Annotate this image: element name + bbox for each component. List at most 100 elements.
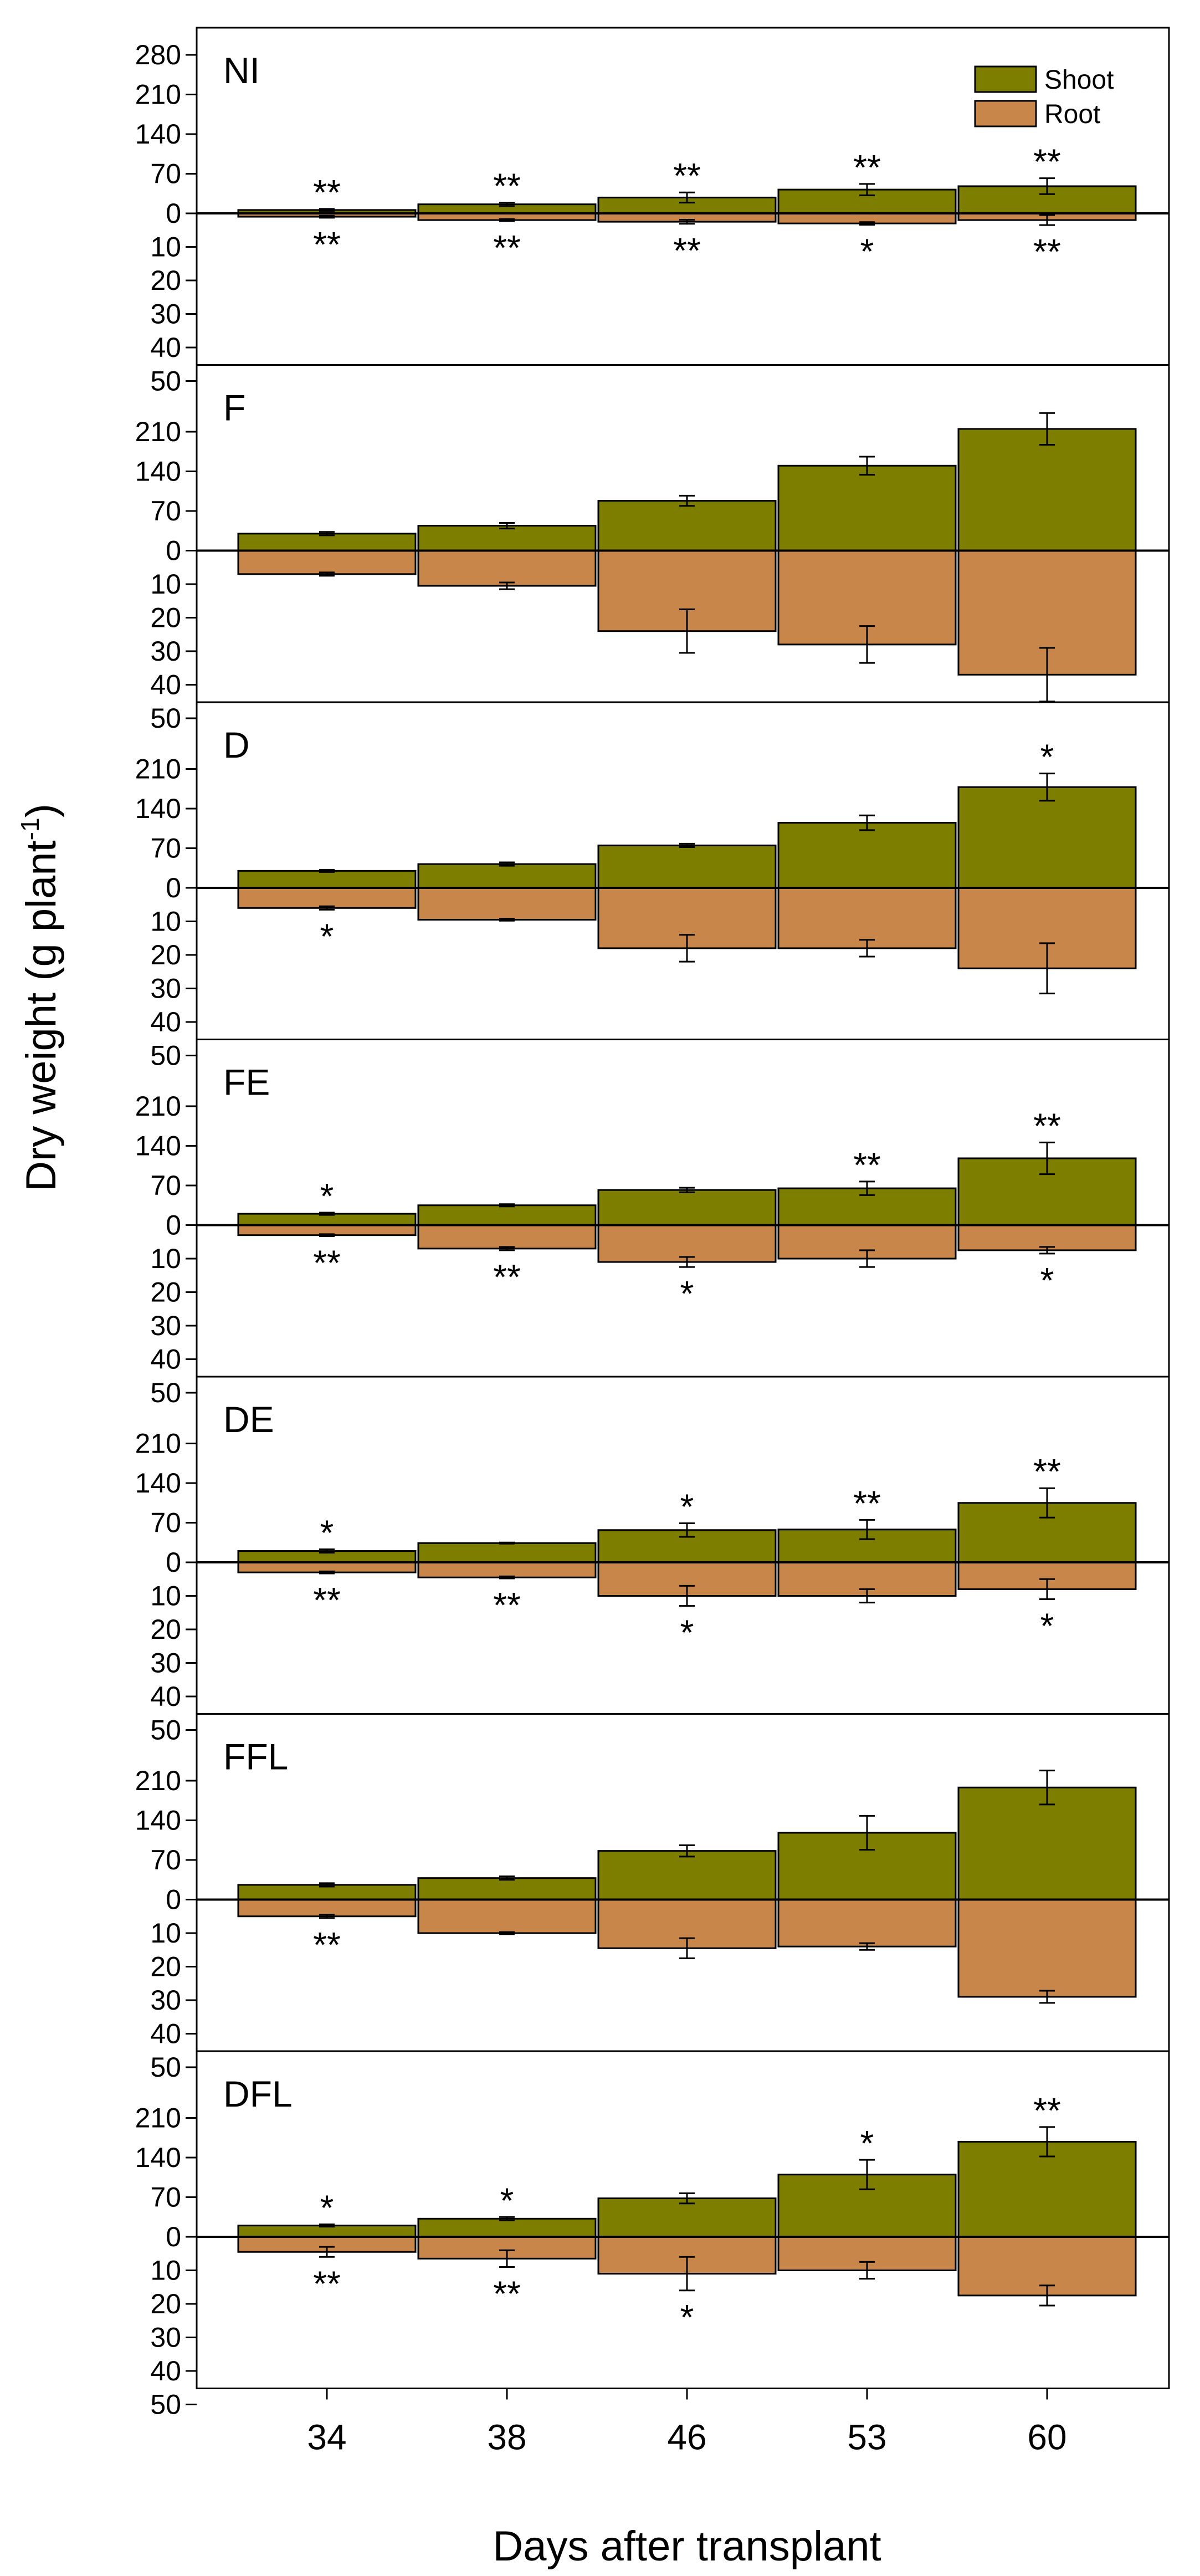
panel-de-ytick-label-shoot: 70 [150,1507,181,1539]
panel-f-ytick-label-shoot: 70 [150,495,181,527]
panel-dfl-ytick-label-shoot: 70 [150,2182,181,2213]
panel-de-ytick-label-root: 40 [150,1681,181,1712]
panel-fe-shoot-significance: * [320,1176,334,1216]
panel-f-ytick-label-root: 50 [150,703,181,734]
panel-d-ytick-label-root: 30 [150,973,181,1004]
panel-d-shoot-bar [777,822,957,889]
panel-dfl-ytick-label-root: 50 [150,2389,181,2420]
panel-fe-label: FE [223,1062,270,1103]
panel-fe-root-significance: ** [313,1243,341,1282]
panel-ni-label: NI [223,50,260,91]
panel-d-ytick-label-root: 10 [150,906,181,937]
legend-label-shoot: Shoot [1044,65,1114,95]
panel-d-ytick-label-shoot: 70 [150,833,181,864]
y-axis-title-superscript: -1 [16,817,44,840]
panel-d-ytick-label-root: 20 [150,939,181,970]
panel-de-shoot-significance: * [320,1513,334,1553]
panel-dfl-ytick-label-root: 30 [150,2322,181,2353]
panel-dfl-frame [196,2050,1170,2389]
y-axis-title: Dry weight (g plant-1) [16,804,65,1192]
panel-d-shoot-significance: * [1040,737,1054,777]
panel-ni-ytick-label-root: 30 [150,299,181,330]
panel-de-shoot-significance: ** [853,1483,881,1523]
panel-d-root-bar [237,887,417,909]
panel-f-shoot-bar [597,500,777,551]
panel-fe-ytick-label-root: 20 [150,1277,181,1308]
y-axis-title-close: ) [18,804,65,817]
panel-fe-root-significance: * [680,1274,694,1313]
panel-f-root-bar [237,550,417,575]
panel-de-label: DE [223,1399,274,1440]
legend-swatch-shoot [974,65,1037,93]
panel-d-ytick-label-shoot: 0 [166,872,181,903]
panel-ni-ytick-label-shoot: 140 [135,119,181,150]
panel-f-ytick-label-root: 40 [150,669,181,701]
panel-ni-root-significance: ** [313,224,341,264]
panel-ni-ytick-label-shoot: 210 [135,79,181,110]
panel-dfl-ytick-label-root: 10 [150,2255,181,2286]
panel-fe-ytick-label-root: 40 [150,1344,181,1375]
panel-de-root-significance: ** [313,1580,341,1620]
panel-dfl-shoot-bar [417,2217,597,2238]
panel-ffl-ytick-label-root: 50 [150,2052,181,2083]
panel-fe-ytick-label-shoot: 140 [135,1131,181,1162]
x-axis-title: Days after transplant [493,2523,881,2570]
panel-dfl-root-significance: ** [493,2273,521,2313]
panel-f-shoot-bar [777,464,957,551]
panel-ffl-ytick-label-shoot: 140 [135,1805,181,1836]
panel-ffl-shoot-bar [417,1877,597,1901]
panel-d-root-bar [417,887,597,921]
panel-d-label: D [223,724,250,765]
panel-ni-root-significance: ** [673,231,701,270]
panel-ni-ytick-label-shoot: 280 [135,39,181,70]
panel-de-root-significance: * [1040,1606,1054,1646]
panel-dfl-ytick-label-shoot: 140 [135,2142,181,2173]
panel-fe-ytick-label-root: 10 [150,1243,181,1274]
panel-f-ytick-label-root: 20 [150,602,181,633]
panel-f-shoot-bar [957,428,1137,552]
panel-f-ytick-label-root: 30 [150,636,181,667]
panel-dfl-ytick-label-shoot: 210 [135,2103,181,2134]
panel-fe-root-significance: * [1040,1260,1054,1300]
panel-d-shoot-bar [237,870,417,889]
panel-fe-shoot-significance: ** [1033,1106,1061,1146]
panel-de-shoot-bar [417,1542,597,1563]
legend: Shoot Root [974,65,1114,129]
panel-ffl-root-bar [237,1899,417,1918]
panel-ni-root-significance: ** [493,228,521,268]
panel-de-ytick-label-root: 50 [150,1715,181,1746]
panel-ni-shoot-significance: ** [493,166,521,206]
panel-fe-ytick-label-root: 30 [150,1310,181,1341]
panel-dfl-root-significance: ** [313,2263,341,2303]
panel-dfl-ytick-label-shoot: 0 [166,2221,181,2252]
panel-ffl-ytick-label-shoot: 210 [135,1765,181,1796]
panel-de-root-significance: * [680,1613,694,1653]
panel-d-ytick-label-shoot: 210 [135,754,181,785]
panel-ni-ytick-label-root: 50 [150,366,181,397]
legend-swatch-root [974,100,1037,127]
panel-fe-shoot-bar [417,1204,597,1226]
panel-de-ytick-label-root: 20 [150,1614,181,1645]
panel-de-ytick-label-shoot: 0 [166,1547,181,1578]
panel-fe-root-bar [417,1224,597,1250]
panel-ni-root-significance: ** [1033,232,1061,272]
legend-label-root: Root [1044,100,1100,129]
panel-de-root-bar [777,1561,957,1597]
panel-dfl-shoot-significance: * [320,2188,334,2228]
panel-de-shoot-significance: ** [1033,1451,1061,1491]
panel-f-label: F [223,387,245,428]
panel-ni-ytick-label-root: 20 [150,265,181,296]
panel-fe-shoot-bar [597,1189,777,1226]
y-axis-title-main: Dry weight (g plant [18,840,65,1192]
panel-dfl-shoot-bar [597,2197,777,2238]
panel-ffl-root-significance: ** [313,1925,341,1965]
panel-dfl-label: DFL [223,2073,293,2114]
panel-dfl-shoot-significance: * [860,2123,874,2163]
panel-d-shoot-bar [957,786,1137,889]
panel-ffl-ytick-label-shoot: 0 [166,1884,181,1915]
panel-fe-root-bar [957,1224,1137,1251]
panel-d-shoot-bar [417,863,597,889]
panels-group: 2802101407001020304050NI****************… [135,27,1170,2457]
panel-dfl-shoot-significance: ** [1033,2091,1061,2130]
